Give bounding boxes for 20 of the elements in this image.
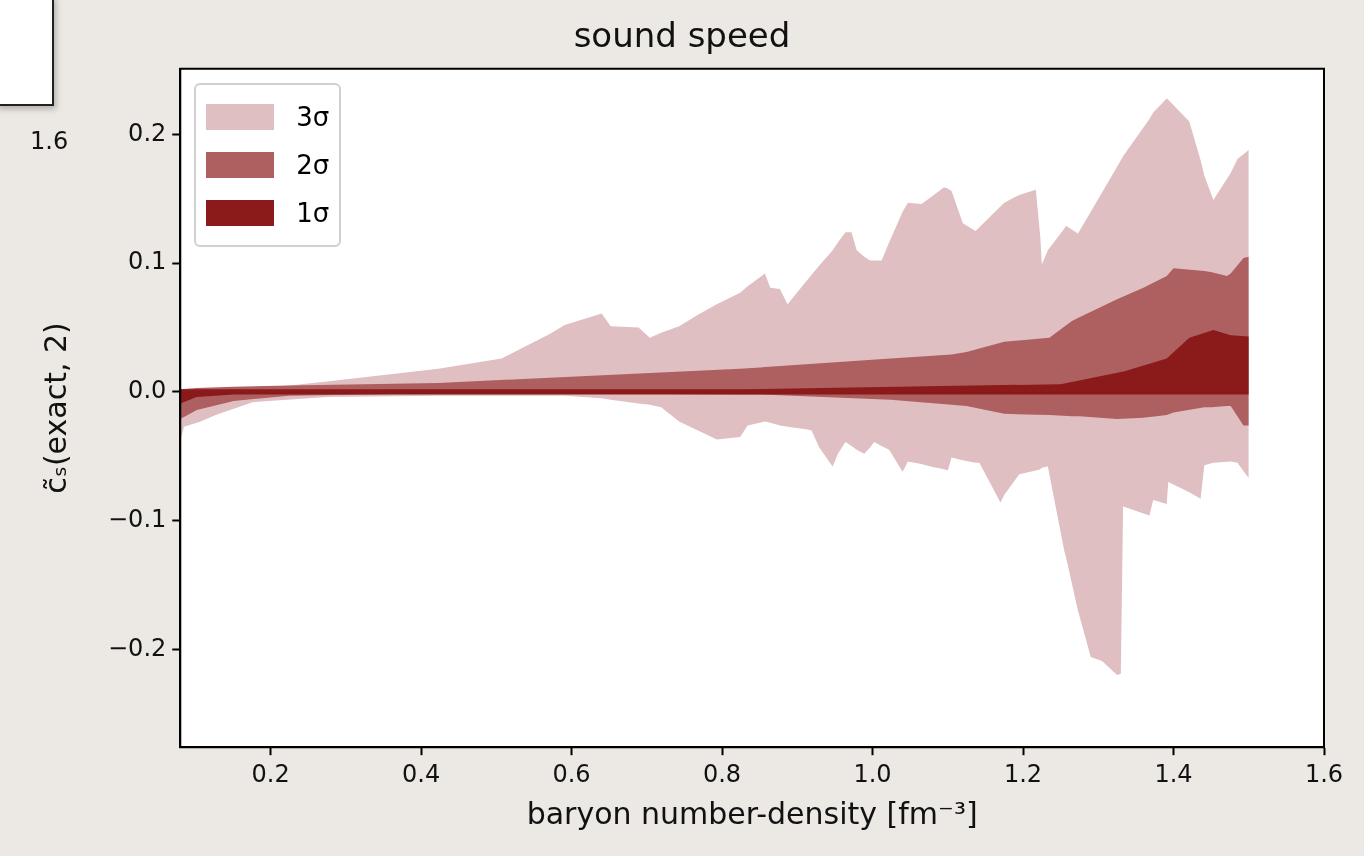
x-tick-label: 0.4: [401, 759, 441, 788]
y-tick-label: −0.1: [108, 504, 167, 533]
chart-title: sound speed: [573, 15, 791, 56]
x-tick-label: 1.0: [853, 759, 892, 788]
x-tick-label: 1.4: [1154, 759, 1193, 788]
x-tick-label: 1.6: [1304, 759, 1344, 788]
x-tick-label: 0.2: [251, 759, 290, 788]
x-axis-title: baryon number-density [fm⁻³]: [526, 795, 978, 831]
y-axis-title: c̃ₛ(exact, 2): [37, 322, 73, 494]
y-tick-label: 0.0: [128, 376, 167, 405]
legend-label: 3σ: [296, 101, 330, 132]
y-tick-label: 0.1: [128, 247, 167, 276]
x-tick-label: 0.8: [702, 759, 742, 788]
x-tick-label: 0.6: [552, 759, 591, 788]
legend-label: 1σ: [296, 197, 330, 228]
y-tick-label: 0.2: [128, 118, 167, 147]
y-tick-label: −0.2: [108, 633, 167, 662]
x-tick-label: 1.2: [1003, 759, 1043, 788]
text: 1.6: [30, 126, 69, 155]
legend-label: 2σ: [296, 149, 330, 180]
